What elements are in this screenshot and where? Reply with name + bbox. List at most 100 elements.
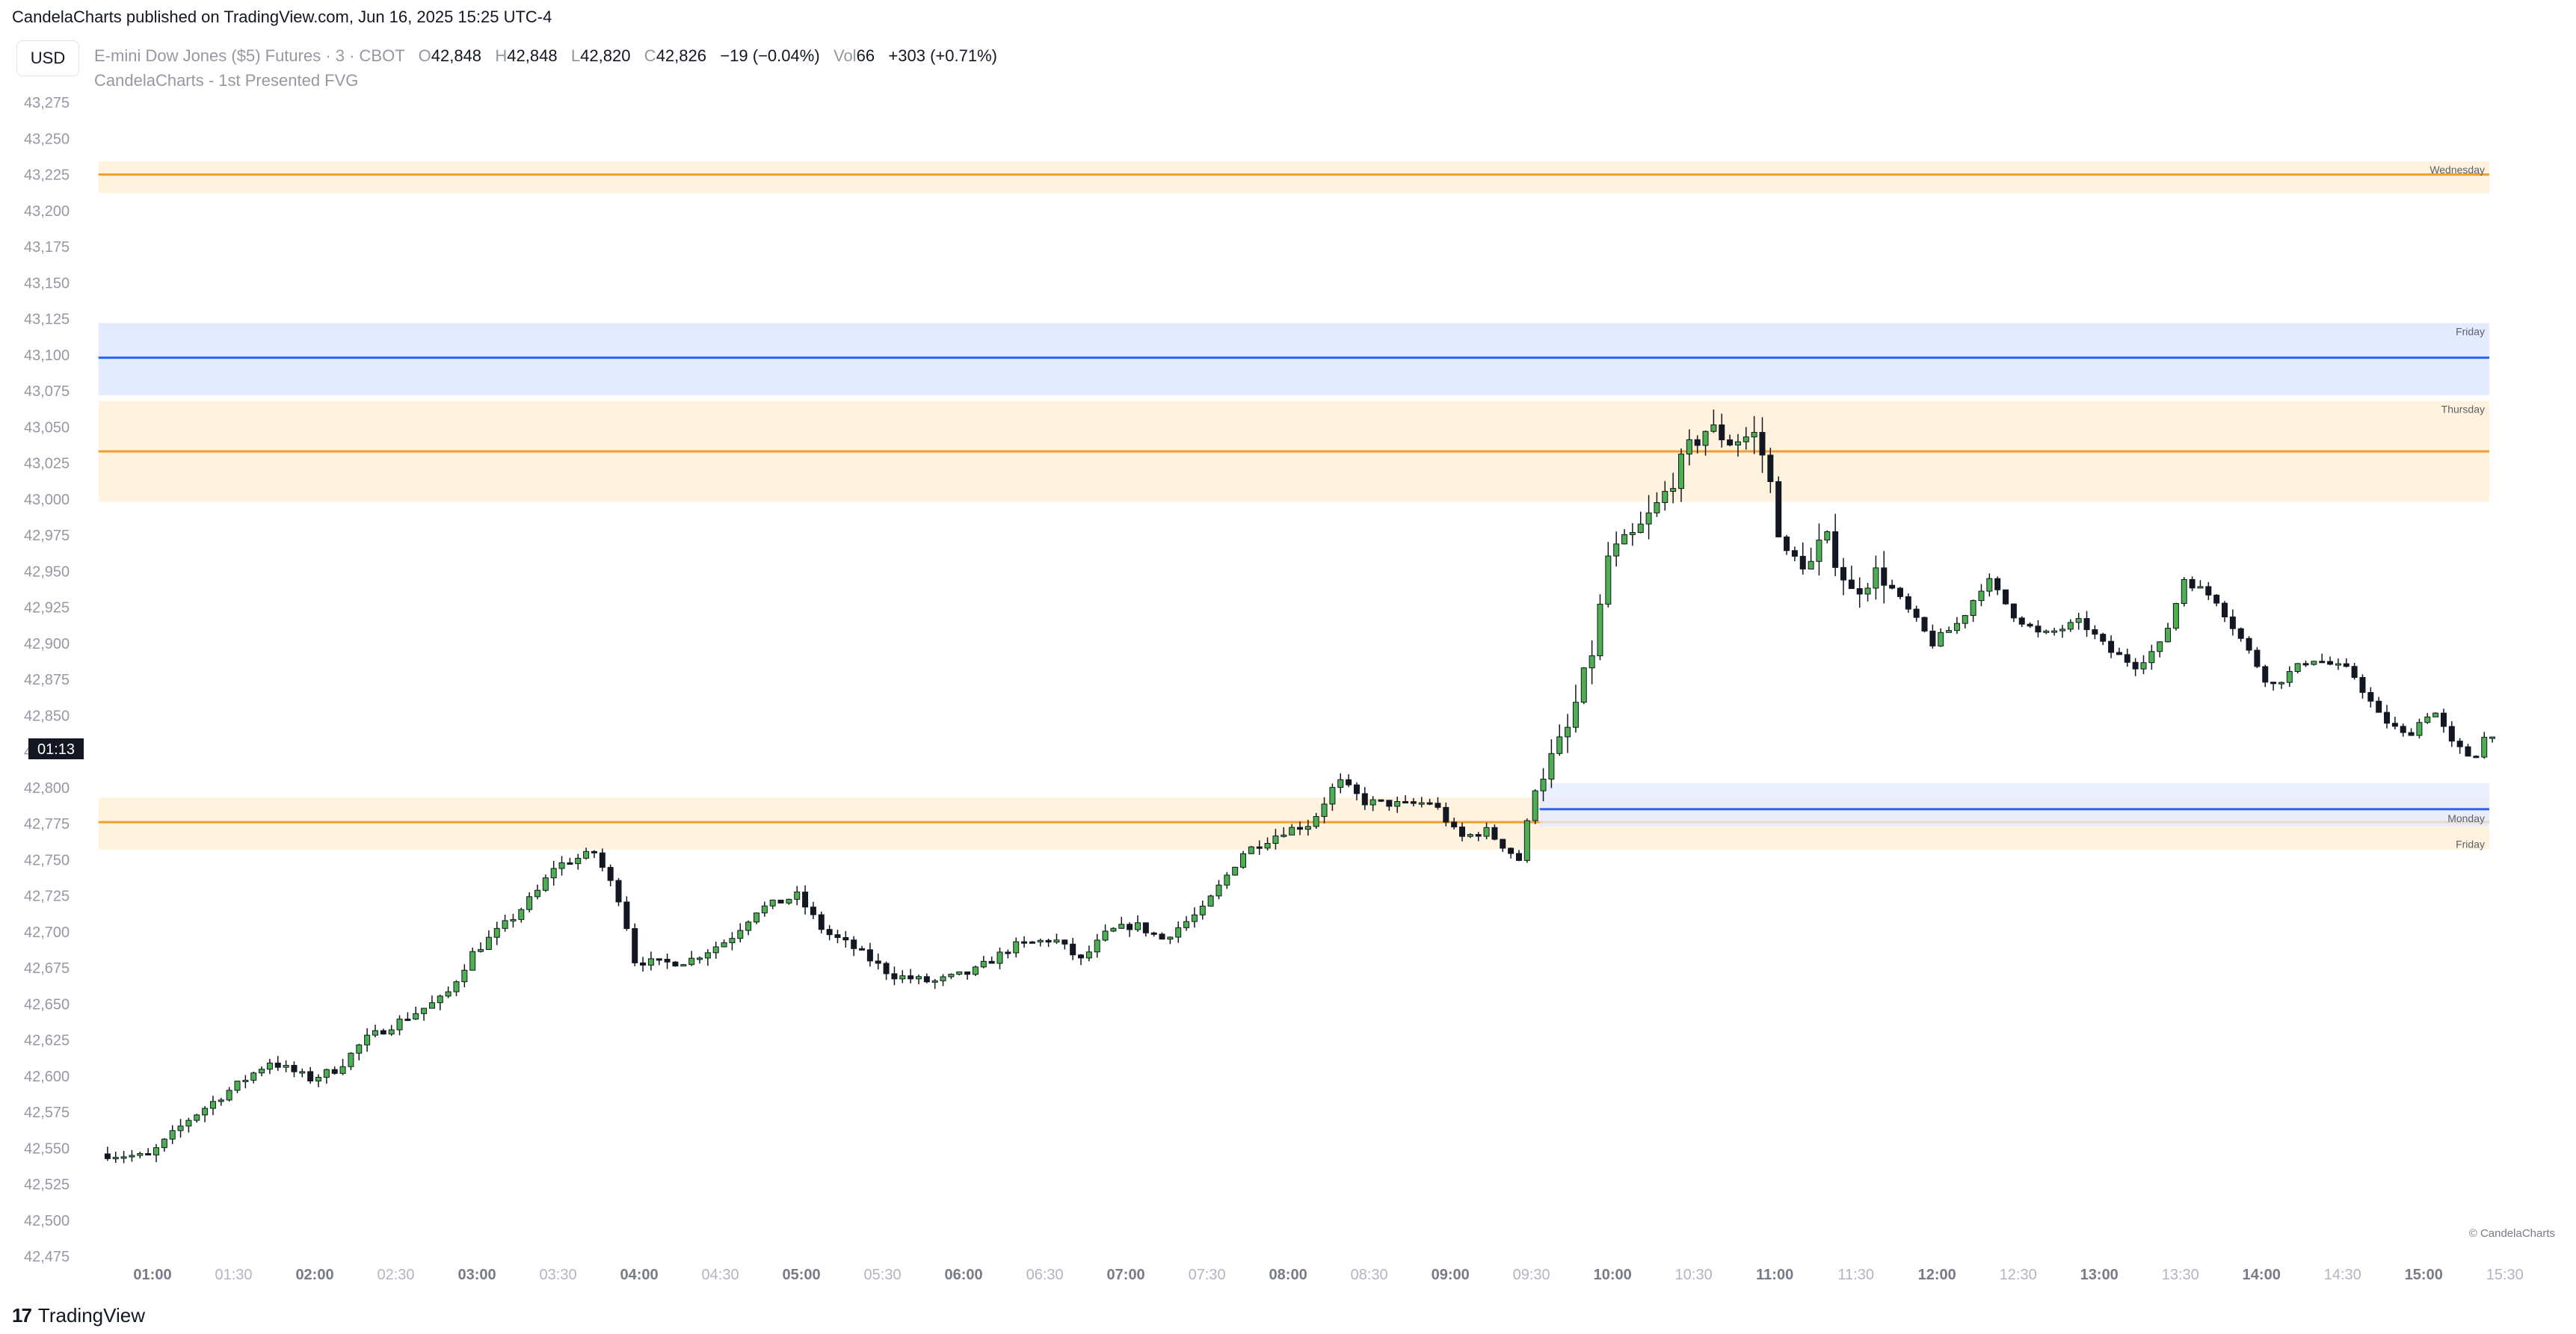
close-label: C — [644, 46, 656, 65]
candle-body-15 — [226, 1090, 232, 1101]
candle-body-237 — [2027, 623, 2033, 627]
candle-body-128 — [1142, 922, 1149, 933]
candle-body-76 — [721, 942, 727, 948]
fvg-label-0: Wednesday — [2429, 164, 2485, 176]
candle-body-3 — [129, 1155, 135, 1158]
candle-body-219 — [1881, 567, 1888, 586]
countdown-label: 01:13 — [37, 741, 75, 758]
price-tick-label: 43,100 — [24, 348, 70, 364]
tradingview-logo[interactable]: 17 TradingView — [12, 1304, 145, 1327]
candle-body-235 — [2010, 603, 2017, 619]
candle-body-114 — [1029, 941, 1035, 944]
candle-body-240 — [2051, 630, 2058, 633]
candle-body-2 — [120, 1156, 127, 1159]
candle-body-177 — [1540, 779, 1547, 791]
high-label: H — [495, 46, 508, 65]
time-tick-label: 15:30 — [2486, 1267, 2524, 1283]
volume-label: Vol — [833, 46, 857, 65]
candle-body-285 — [2416, 722, 2423, 736]
candle-body-187 — [1621, 534, 1628, 545]
symbol-name[interactable]: E-mini Dow Jones ($5) Futures · 3 · CBOT — [94, 46, 405, 65]
candle-body-226 — [1938, 632, 1944, 646]
candle-body-161 — [1410, 801, 1417, 804]
candle-body-6 — [153, 1147, 159, 1155]
bar-change: −19 (−0.04%) — [720, 46, 820, 65]
price-tick-label: 42,750 — [24, 852, 70, 868]
candle-body-125 — [1118, 924, 1125, 929]
candle-body-87 — [810, 907, 816, 915]
candle-body-192 — [1662, 490, 1668, 504]
candle-body-117 — [1053, 939, 1060, 943]
candle-body-100 — [915, 976, 922, 980]
indicator-title[interactable]: CandelaCharts - 1st Presented FVG — [94, 71, 359, 90]
candle-body-274 — [2327, 661, 2334, 665]
candle-body-1 — [112, 1157, 119, 1160]
candle-body-170 — [1483, 827, 1490, 837]
candle-body-52 — [526, 896, 533, 910]
candle-body-230 — [1970, 600, 1976, 617]
candle-body-102 — [931, 980, 938, 983]
candle-body-221 — [1896, 587, 1903, 597]
price-tick-label: 43,200 — [24, 203, 70, 220]
candle-body-127 — [1134, 922, 1141, 930]
candle-body-116 — [1045, 939, 1052, 943]
time-tick-label: 10:30 — [1675, 1267, 1713, 1283]
candle-body-159 — [1394, 801, 1401, 807]
candle-body-278 — [2359, 676, 2366, 694]
candle-body-215 — [1848, 579, 1855, 590]
time-tick-label: 10:00 — [1594, 1267, 1632, 1283]
candle-body-16 — [234, 1081, 241, 1091]
candle-body-203 — [1751, 432, 1757, 438]
candle-body-206 — [1775, 481, 1782, 537]
candle-body-158 — [1386, 800, 1393, 807]
candle-body-75 — [712, 946, 719, 954]
candle-body-26 — [315, 1077, 322, 1081]
candle-body-238 — [2035, 626, 2042, 633]
candle-body-62 — [607, 867, 614, 881]
time-tick-label: 03:00 — [457, 1267, 496, 1283]
candle-body-69 — [664, 959, 671, 963]
candle-body-10 — [185, 1120, 192, 1127]
candle-body-294 — [2489, 736, 2496, 739]
candle-body-289 — [2448, 726, 2455, 742]
candle-body-151 — [1329, 787, 1336, 805]
candle-body-72 — [688, 957, 695, 966]
candle-body-31 — [356, 1044, 363, 1054]
candle-body-143 — [1264, 843, 1271, 849]
candle-body-46 — [478, 949, 484, 952]
candle-body-200 — [1727, 439, 1734, 445]
candle-body-115 — [1037, 939, 1044, 942]
candle-body-7 — [161, 1138, 167, 1149]
candle-body-284 — [2408, 732, 2415, 736]
time-tick-label: 11:30 — [1837, 1267, 1874, 1283]
candle-body-59 — [583, 850, 590, 859]
candle-body-47 — [485, 936, 492, 951]
candle-body-49 — [502, 920, 508, 929]
candle-body-168 — [1467, 834, 1473, 837]
candle-body-126 — [1127, 924, 1133, 930]
price-tick-label: 42,850 — [24, 708, 70, 724]
candle-body-149 — [1313, 816, 1319, 827]
price-tick-label: 42,625 — [24, 1033, 70, 1049]
candle-body-292 — [2473, 756, 2480, 759]
candle-body-38 — [413, 1013, 419, 1020]
bar-countdown: 01:13 — [28, 738, 84, 759]
candle-body-5 — [145, 1153, 152, 1156]
price-tick-label: 42,525 — [24, 1177, 70, 1194]
candle-body-131 — [1167, 936, 1174, 940]
candle-body-275 — [2335, 663, 2341, 666]
price-tick-label: 42,550 — [24, 1140, 70, 1157]
candle-body-212 — [1824, 531, 1831, 541]
candle-body-290 — [2456, 741, 2463, 747]
candle-body-262 — [2229, 616, 2236, 629]
currency-button[interactable]: USD — [16, 40, 79, 76]
candle-body-152 — [1337, 779, 1344, 788]
candle-body-138 — [1224, 874, 1230, 886]
candle-body-86 — [802, 892, 809, 908]
time-tick-label: 12:00 — [1918, 1267, 1956, 1283]
price-tick-label: 43,075 — [24, 383, 70, 400]
price-tick-label: 43,150 — [24, 275, 70, 291]
candle-body-252 — [2148, 651, 2155, 664]
candle-body-139 — [1232, 866, 1239, 876]
